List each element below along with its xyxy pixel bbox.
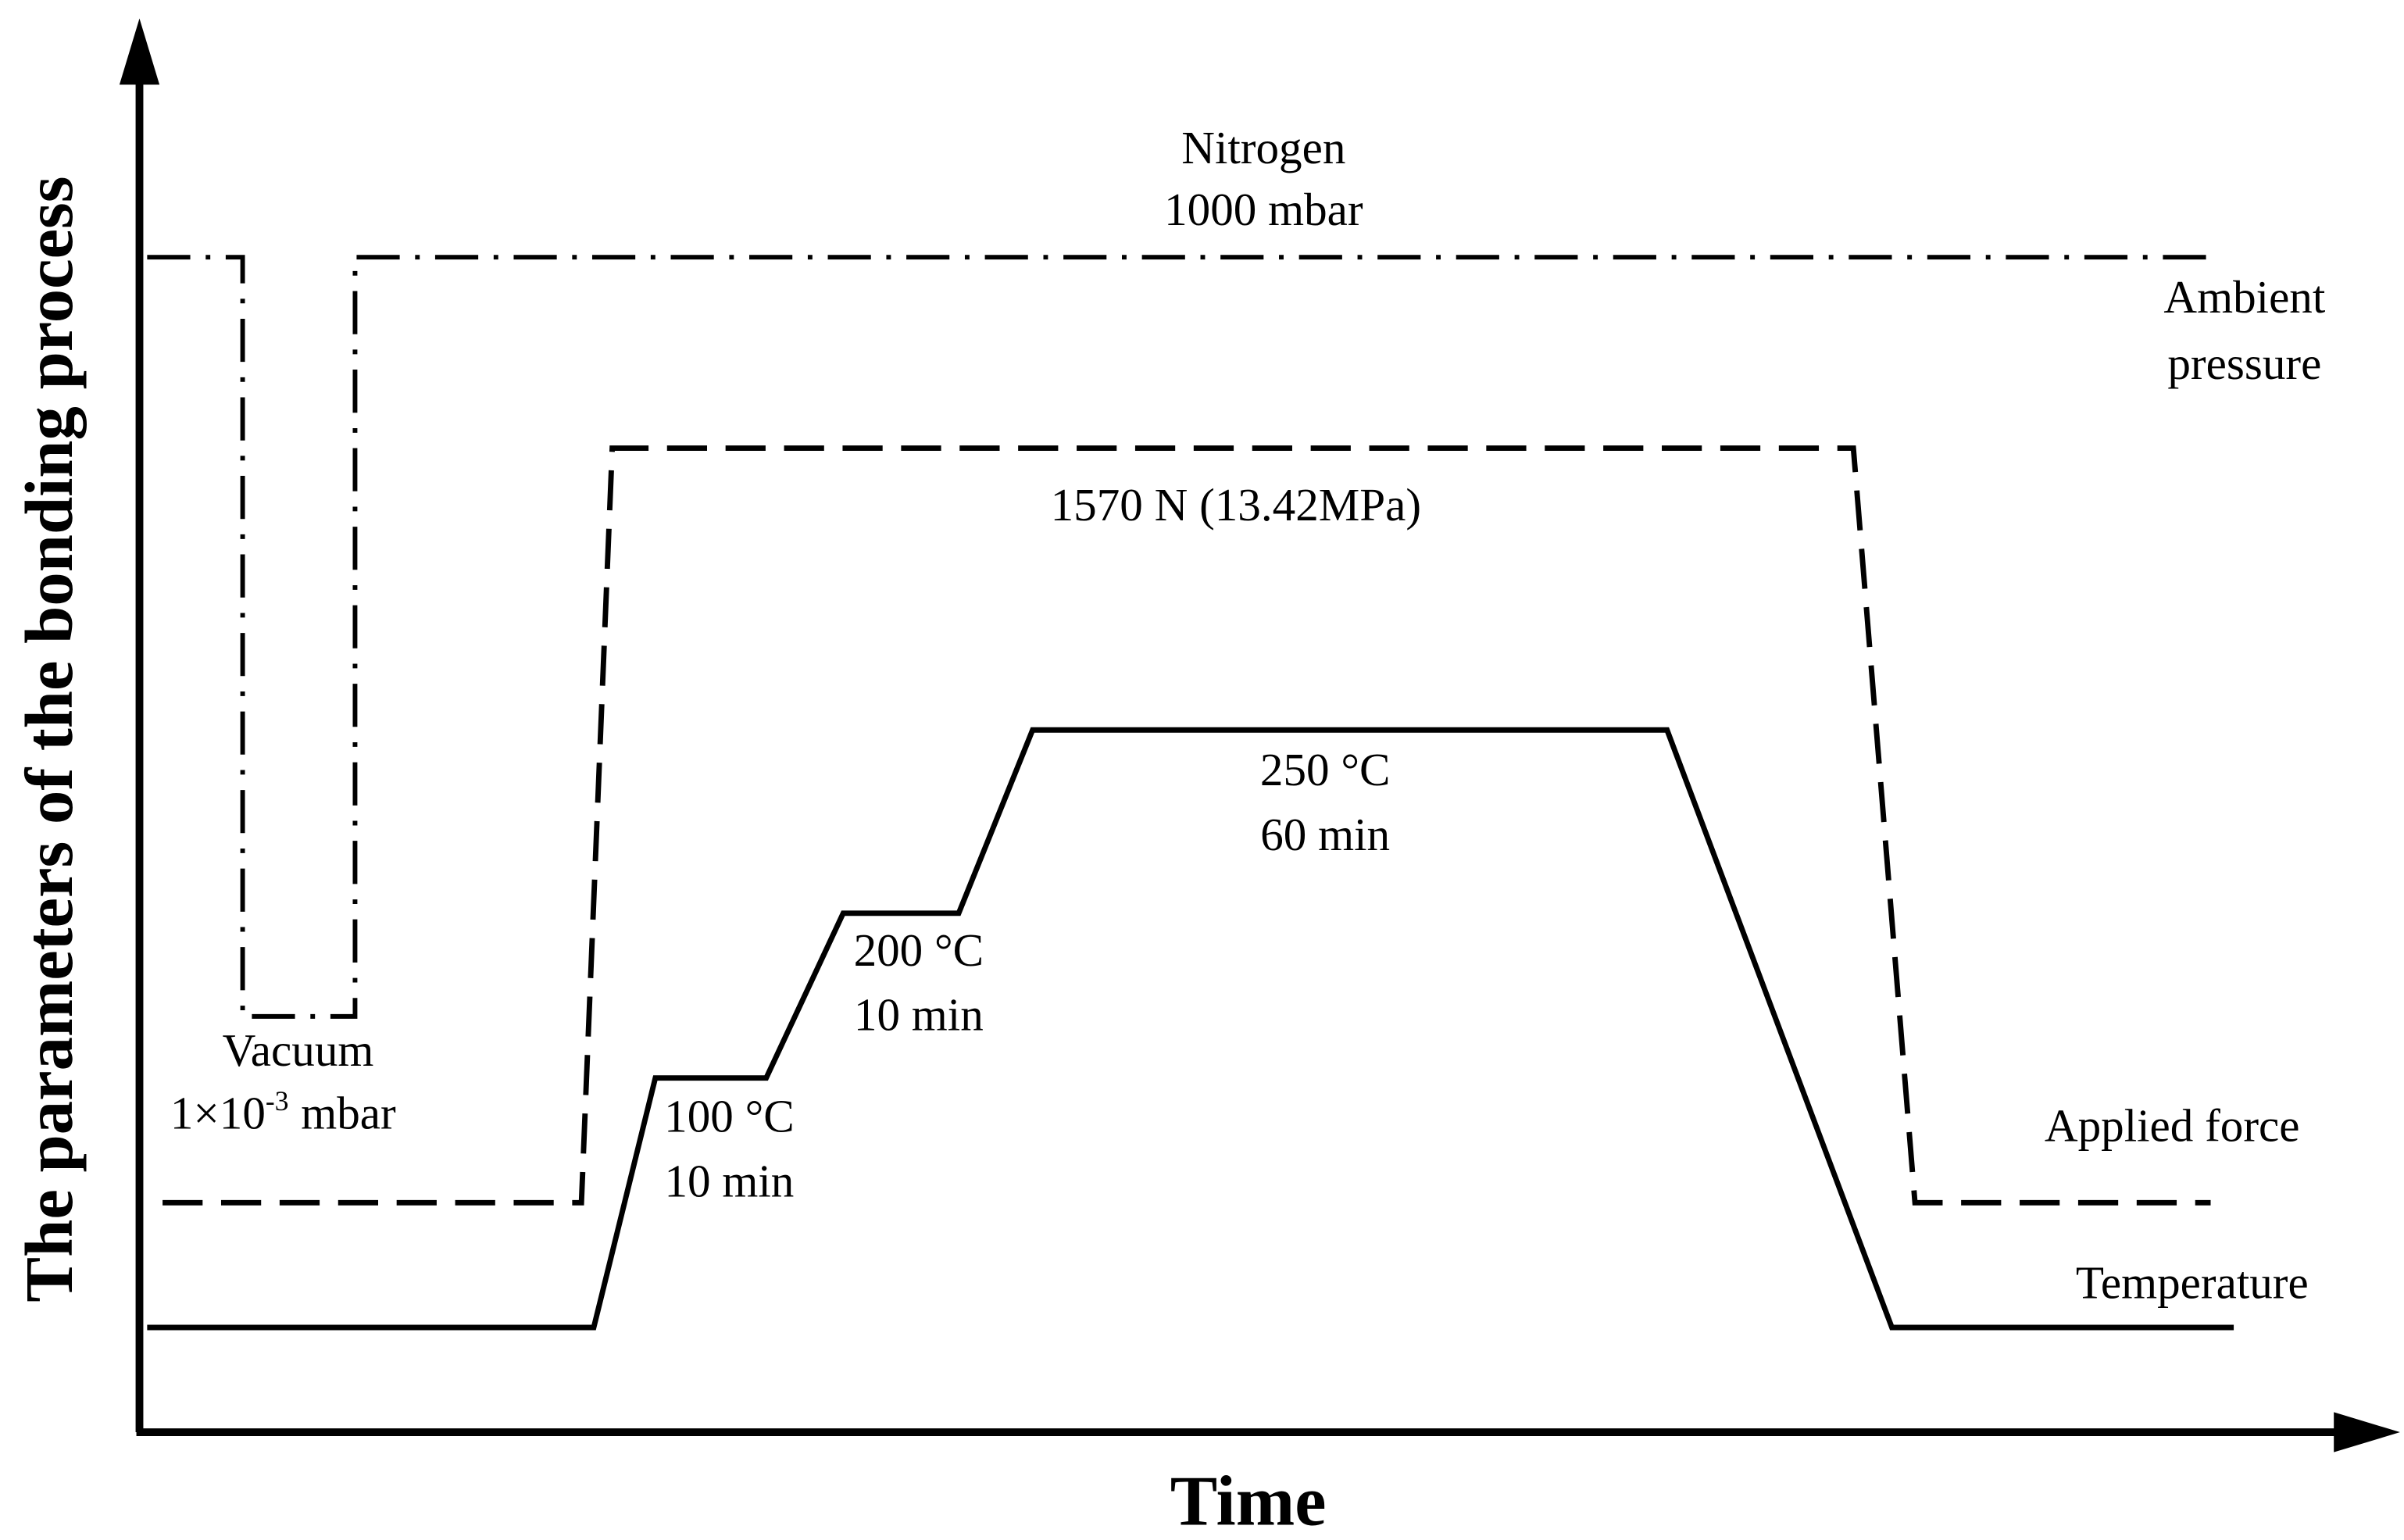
temperature-line (147, 727, 2234, 1331)
annotation: Applied force (2045, 1100, 2300, 1152)
annotation: 1570 N (13.42MPa) (1051, 479, 1421, 531)
annotation: -3 (266, 1085, 289, 1117)
annotation: mbar (301, 1088, 396, 1139)
annotation: Nitrogen (1181, 122, 1345, 173)
annotation: 200 °C (854, 924, 984, 976)
annotation: Vacuum (223, 1024, 374, 1076)
y-axis-arrow (119, 18, 160, 85)
pressure-line (147, 255, 2219, 1019)
annotation: 60 min (1260, 809, 1390, 860)
annotation: 1×10 (170, 1088, 266, 1139)
y-axis-label: The parameters of the bonding process (12, 176, 87, 1302)
annotation: 10 min (664, 1155, 794, 1206)
annotation: Ambient (2163, 271, 2325, 323)
x-axis-label: Time (1170, 1461, 1327, 1540)
force-line (163, 445, 2211, 1206)
annotation: Temperature (2076, 1257, 2309, 1309)
annotation: 100 °C (664, 1091, 795, 1142)
x-axis-arrow (2334, 1412, 2400, 1452)
annotation: 250 °C (1260, 744, 1391, 795)
annotation: 1000 mbar (1164, 184, 1363, 235)
annotation: 1×10-3 mbar (170, 1085, 396, 1139)
annotation: 10 min (854, 989, 984, 1041)
annotation: pressure (2167, 338, 2321, 389)
